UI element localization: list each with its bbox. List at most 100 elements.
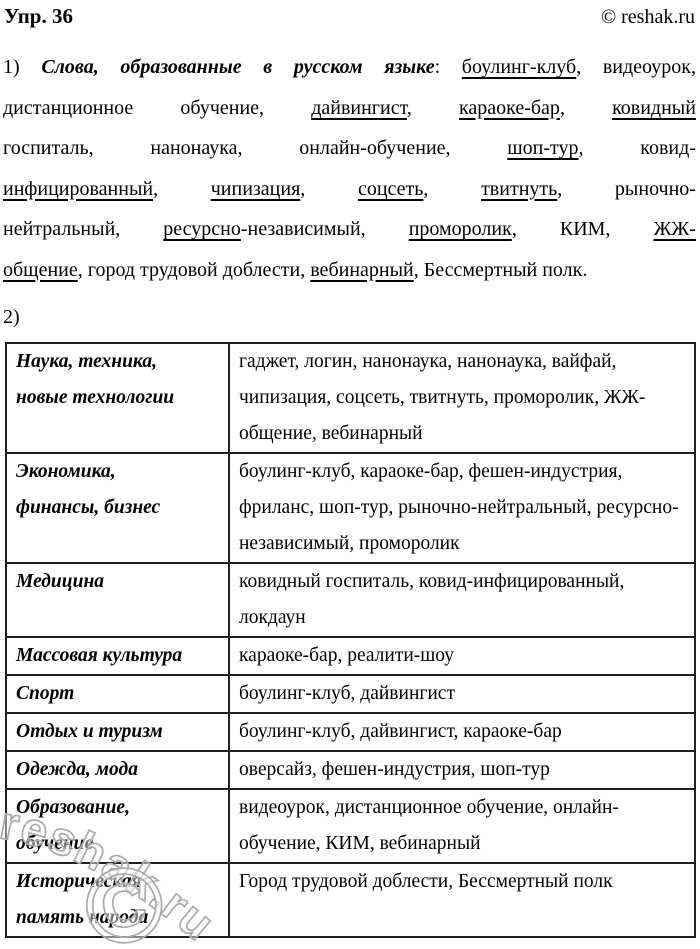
word: -независимый, xyxy=(240,218,366,240)
answer-part1-paragraph: 1) Слова, образованные в русском языке: боулин… xyxy=(3,47,696,290)
underlined-word: ковидный xyxy=(612,96,696,119)
category-cell: Историческая память народа xyxy=(5,862,230,938)
table-row: Массовая культура караоке-бар, реалити-шо… xyxy=(5,636,696,676)
document-header: Упр. 36 © reshak.ru xyxy=(0,0,700,30)
text-line: инфицированный, чипизация, соцсеть, твитнут… xyxy=(3,169,696,210)
word-group: ЖЖ- xyxy=(653,209,696,250)
word-group: КИМ, xyxy=(560,209,611,250)
word: , xyxy=(559,96,565,119)
word-group: инфицированный, xyxy=(3,169,158,210)
underlined-word: шоп-тур xyxy=(507,137,579,159)
text-line: дистанционное обучение, дайвингист, караоке… xyxy=(3,88,696,129)
category-cell: Образование, обучение xyxy=(5,788,230,864)
category-cell: Отдых и туризм xyxy=(5,712,230,752)
underlined-word: караоке-бар xyxy=(458,96,560,119)
word: , xyxy=(557,177,563,200)
category-cell: Экономика, финансы, бизнес xyxy=(5,452,230,564)
word-group: Слова, xyxy=(41,47,98,88)
word: , xyxy=(576,56,582,78)
text-line: нейтральный, ресурсно-независимый, проморо… xyxy=(3,209,696,250)
category-cell: Медицина xyxy=(5,562,230,638)
word-group: русском xyxy=(294,47,363,88)
words-cell: ковидный госпиталь, ковид-инфицированный… xyxy=(228,562,696,638)
word-group: в xyxy=(263,47,272,88)
vocab-table-body: Наука, техника, новые технологии гаджет, … xyxy=(5,342,696,938)
underlined-word: проморолик xyxy=(408,218,512,240)
word: , город трудовой доблести, xyxy=(77,258,311,281)
word-group: караоке-бар, xyxy=(459,88,565,129)
word: , xyxy=(423,177,429,200)
table-row: Экономика, финансы, бизнес боулинг-клуб, … xyxy=(5,452,696,564)
word-group: боулинг-клуб, xyxy=(462,47,581,88)
table-row: Историческая память народа Город трудовой… xyxy=(5,862,696,938)
underlined-word: чипизация xyxy=(210,177,301,200)
word: нанонаука, xyxy=(150,137,243,159)
part2-label: 2) xyxy=(3,306,20,328)
word-group: языке: xyxy=(384,47,440,88)
words-cell: гаджет, логин, нанонаука, нанонаука, вай… xyxy=(228,342,696,454)
word: , xyxy=(578,137,584,159)
word-group: видеоурок, xyxy=(603,47,696,88)
word-group: 1) xyxy=(3,47,20,88)
word-group: дайвингист, xyxy=(311,88,412,129)
word-group: госпиталь, xyxy=(3,128,94,169)
word: нейтральный, xyxy=(3,218,121,240)
category-cell: Массовая культура xyxy=(5,636,230,676)
words-cell: караоке-бар, реалити-шоу xyxy=(228,636,696,676)
word: , xyxy=(300,177,306,200)
word-group: общение, город трудовой доблести, вебина… xyxy=(3,250,587,291)
word: , xyxy=(406,96,412,119)
word: Слова, xyxy=(41,56,99,78)
underlined-word: ресурсно xyxy=(163,218,241,240)
table-row: Спорт боулинг-клуб, дайвингист xyxy=(5,674,696,714)
word: языке xyxy=(384,56,435,78)
word: 1) xyxy=(3,56,20,78)
word-group: чипизация, xyxy=(211,169,306,210)
table-row: Отдых и туризм боулинг-клуб, дайвингист, … xyxy=(5,712,696,752)
word: рыночно- xyxy=(614,177,696,200)
site-copyright: © reshak.ru xyxy=(600,6,695,28)
word: госпиталь, xyxy=(3,137,94,159)
underlined-word: соцсеть xyxy=(357,177,424,200)
underlined-word: вебинарный xyxy=(310,258,414,281)
words-cell: Город трудовой доблести, Бессмертный пол… xyxy=(228,862,696,938)
words-cell: видеоурок, дистанционное обучение, онлай… xyxy=(228,788,696,864)
word: , Бессмертный полк. xyxy=(413,258,588,281)
word-group: проморолик, xyxy=(409,209,517,250)
word-group: обучение, xyxy=(180,88,264,129)
word-group: ковид- xyxy=(640,128,696,169)
underlined-word: дайвингист xyxy=(311,96,407,119)
word: , xyxy=(153,177,159,200)
text-line: 1) Слова, образованные в русском языке: боулин… xyxy=(3,47,696,88)
words-cell: боулинг-клуб, караоке-бар, фешен-индустр… xyxy=(228,452,696,564)
word: ковид- xyxy=(640,137,696,159)
category-cell: Наука, техника, новые технологии xyxy=(5,342,230,454)
word: русском xyxy=(293,56,363,78)
word-group: твитнуть, xyxy=(481,169,562,210)
word-group: нейтральный, xyxy=(3,209,120,250)
text-line: госпиталь, нанонаука, онлайн-обучение, шоп-… xyxy=(3,128,696,169)
table-row: Одежда, мода оверсайз, фешен-индустрия, ш… xyxy=(5,750,696,790)
word: в xyxy=(263,56,273,78)
word-group: онлайн-обучение, xyxy=(299,128,450,169)
word: , xyxy=(511,218,517,240)
underlined-word: ЖЖ- xyxy=(653,218,696,240)
word-group: дистанционное xyxy=(3,88,133,129)
text-line: общение, город трудовой доблести, вебина… xyxy=(3,250,696,291)
words-cell: боулинг-клуб, дайвингист, караоке-бар xyxy=(228,712,696,752)
word: обучение, xyxy=(180,96,265,119)
word-group: образованные xyxy=(120,47,241,88)
word: образованные xyxy=(120,56,242,78)
underlined-word: боулинг-клуб xyxy=(461,56,577,78)
word: КИМ, xyxy=(559,218,611,240)
underlined-word: твитнуть xyxy=(481,177,558,200)
words-cell: боулинг-клуб, дайвингист xyxy=(228,674,696,714)
words-cell: оверсайз, фешен-индустрия, шоп-тур xyxy=(228,750,696,790)
table-row: Образование, обучение видеоурок, дистанци… xyxy=(5,788,696,864)
word: дистанционное xyxy=(3,96,134,119)
category-cell: Одежда, мода xyxy=(5,750,230,790)
word-group: ресурсно-независимый, xyxy=(163,209,365,250)
word-group: рыночно- xyxy=(615,169,696,210)
underlined-word: инфицированный xyxy=(3,177,154,200)
